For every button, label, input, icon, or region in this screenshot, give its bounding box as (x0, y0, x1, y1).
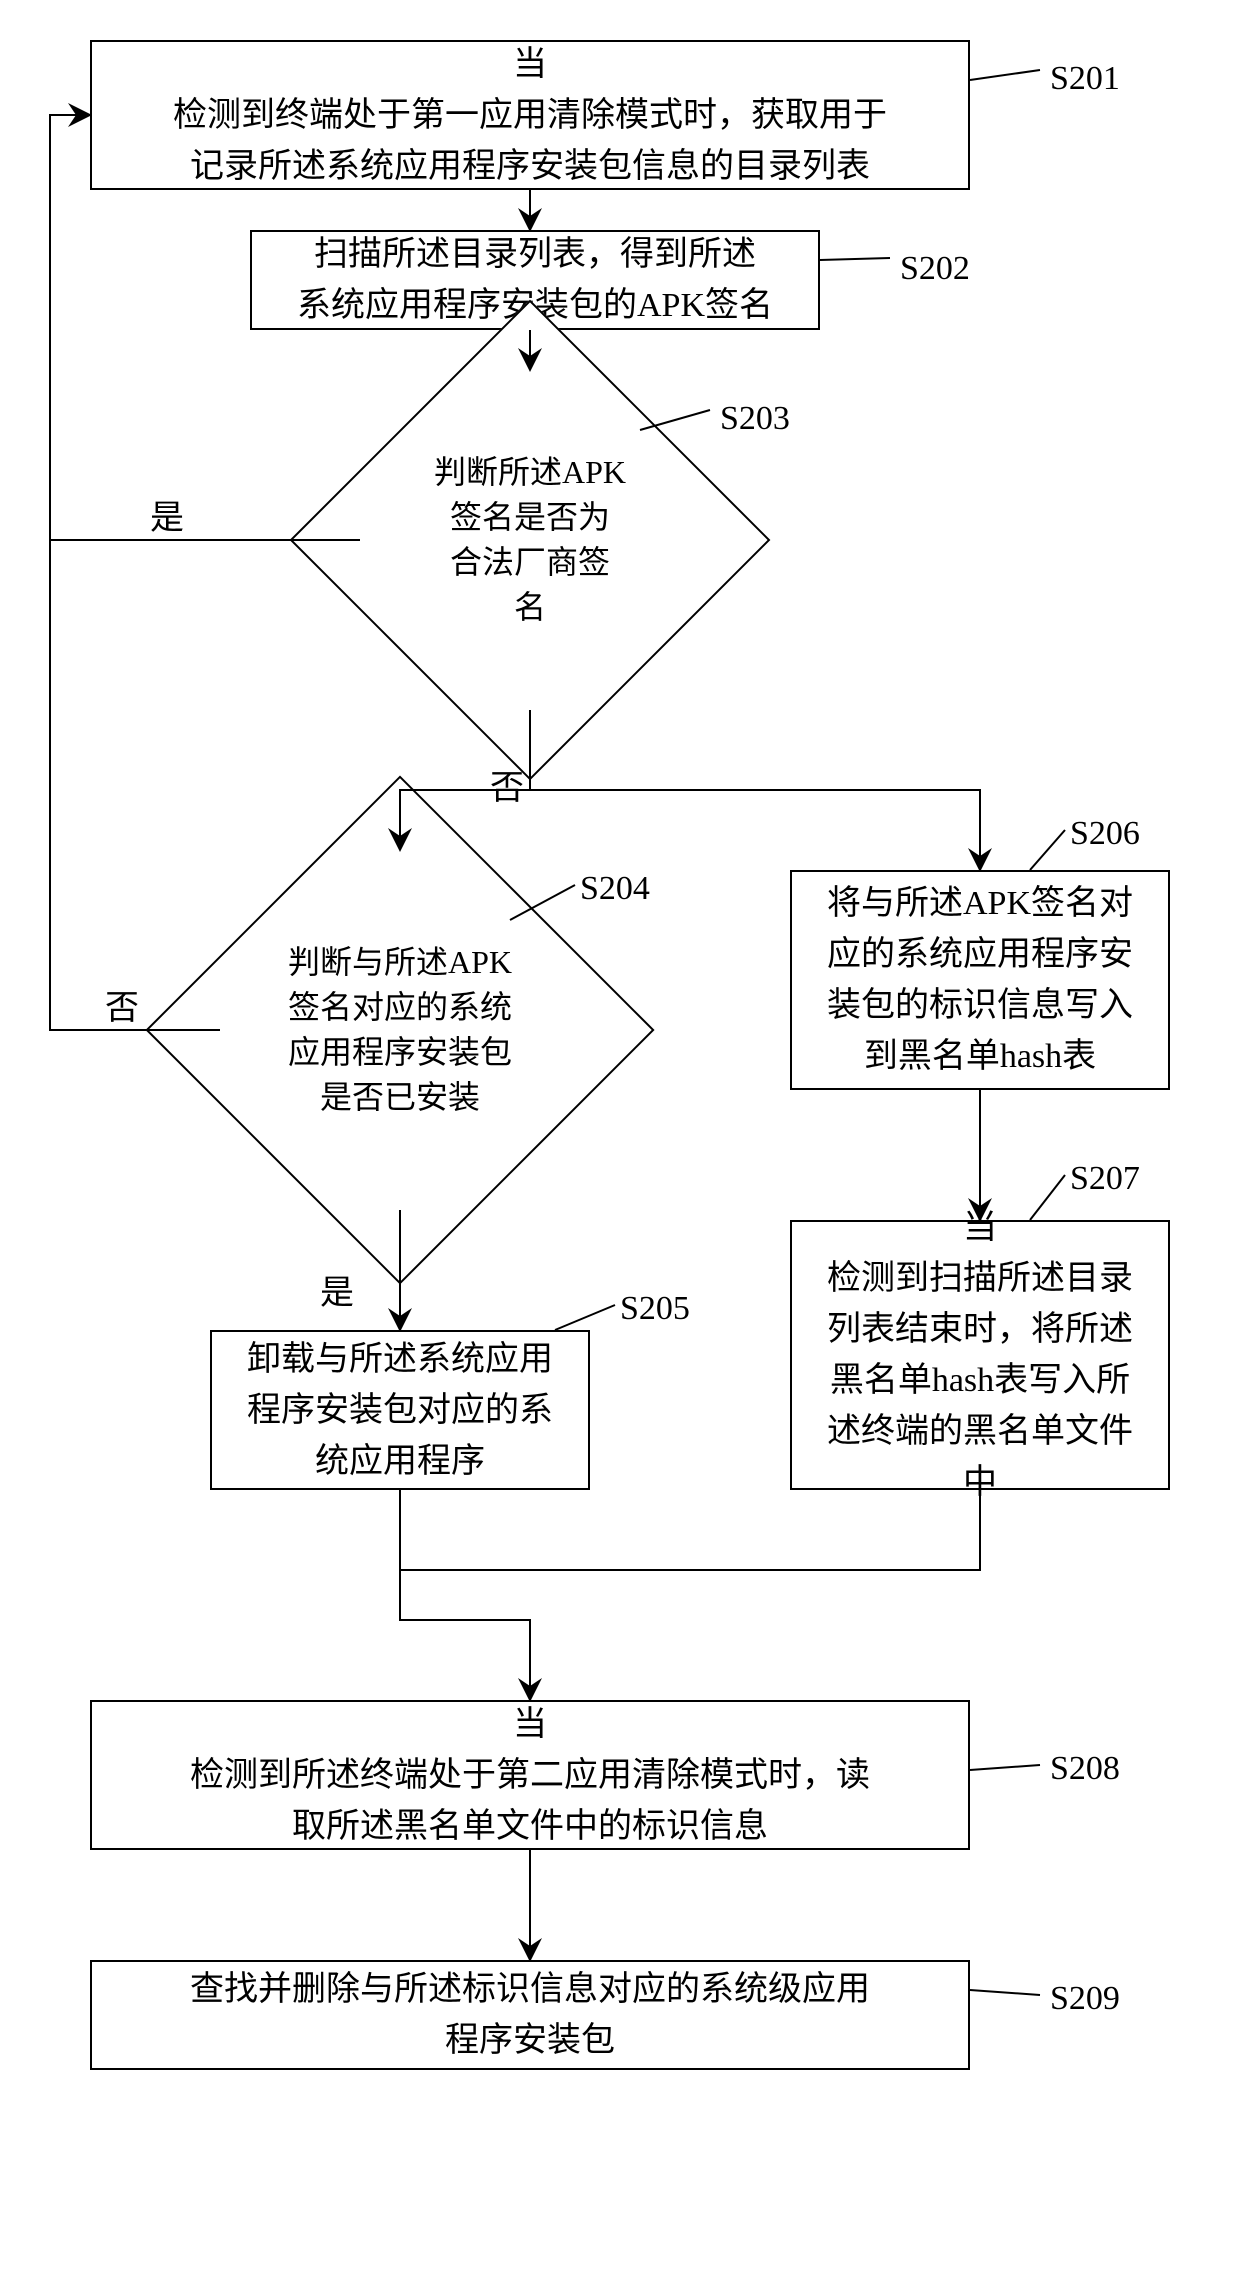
node-s207: 当检测到扫描所述目录列表结束时，将所述黑名单hash表写入所述终端的黑名单文件中 (790, 1220, 1170, 1490)
node-s203-text: 判断所述APK签名是否为合法厂商签名 (434, 450, 626, 629)
label-s208: S208 (1050, 1750, 1120, 1788)
connector-s205-marker (0, 0, 1240, 2282)
edge-label-s204-yes: 是 (320, 1265, 354, 1314)
node-s203: 判断所述APK签名是否为合法厂商签名 (360, 370, 700, 710)
label-s207: S207 (1070, 1160, 1140, 1198)
node-s206: 将与所述APK签名对应的系统应用程序安装包的标识信息写入到黑名单hash表 (790, 870, 1170, 1090)
node-s209: 查找并删除与所述标识信息对应的系统级应用程序安装包 (90, 1960, 970, 2070)
label-s206: S206 (1070, 815, 1140, 853)
node-s201: 当检测到终端处于第一应用清除模式时，获取用于记录所述系统应用程序安装包信息的目录… (90, 40, 970, 190)
flowchart-edges (0, 0, 1240, 2282)
connector-s207-marker (0, 0, 1240, 2282)
node-s201-text: 当检测到终端处于第一应用清除模式时，获取用于记录所述系统应用程序安装包信息的目录… (173, 39, 887, 192)
label-s209: S209 (1050, 1980, 1120, 2018)
edge-label-s203-no: 否 (490, 760, 524, 809)
node-s204: 判断与所述APK签名对应的系统应用程序安装包是否已安装 (220, 850, 580, 1210)
connector-s209-marker (0, 0, 1240, 2282)
label-s202: S202 (900, 250, 970, 288)
connector-s201-marker (0, 0, 1240, 2282)
node-s204-text: 判断与所述APK签名对应的系统应用程序安装包是否已安装 (288, 940, 512, 1119)
node-s208: 当检测到所述终端处于第二应用清除模式时，读取所述黑名单文件中的标识信息 (90, 1700, 970, 1850)
edge-label-s203-yes: 是 (150, 490, 184, 539)
node-s207-text: 当检测到扫描所述目录列表结束时，将所述黑名单hash表写入所述终端的黑名单文件中 (827, 1202, 1133, 1508)
label-s204: S204 (580, 870, 650, 908)
connector-s203-marker (0, 0, 1240, 2282)
flowchart-canvas: 当检测到终端处于第一应用清除模式时，获取用于记录所述系统应用程序安装包信息的目录… (0, 0, 1240, 2282)
connector-s208-marker (0, 0, 1240, 2282)
connector-s202-marker (0, 0, 1240, 2282)
node-s209-text: 查找并删除与所述标识信息对应的系统级应用程序安装包 (190, 1964, 870, 2066)
connector-s206-marker (0, 0, 1240, 2282)
node-s208-text: 当检测到所述终端处于第二应用清除模式时，读取所述黑名单文件中的标识信息 (190, 1699, 870, 1852)
label-s203: S203 (720, 400, 790, 438)
connector-s204-marker (0, 0, 1240, 2282)
edge-label-s204-no: 否 (105, 980, 139, 1029)
node-s205: 卸载与所述系统应用程序安装包对应的系统应用程序 (210, 1330, 590, 1490)
node-s206-text: 将与所述APK签名对应的系统应用程序安装包的标识信息写入到黑名单hash表 (827, 878, 1133, 1082)
label-s201: S201 (1050, 60, 1120, 98)
label-s205: S205 (620, 1290, 690, 1328)
node-s205-text: 卸载与所述系统应用程序安装包对应的系统应用程序 (247, 1334, 553, 1487)
